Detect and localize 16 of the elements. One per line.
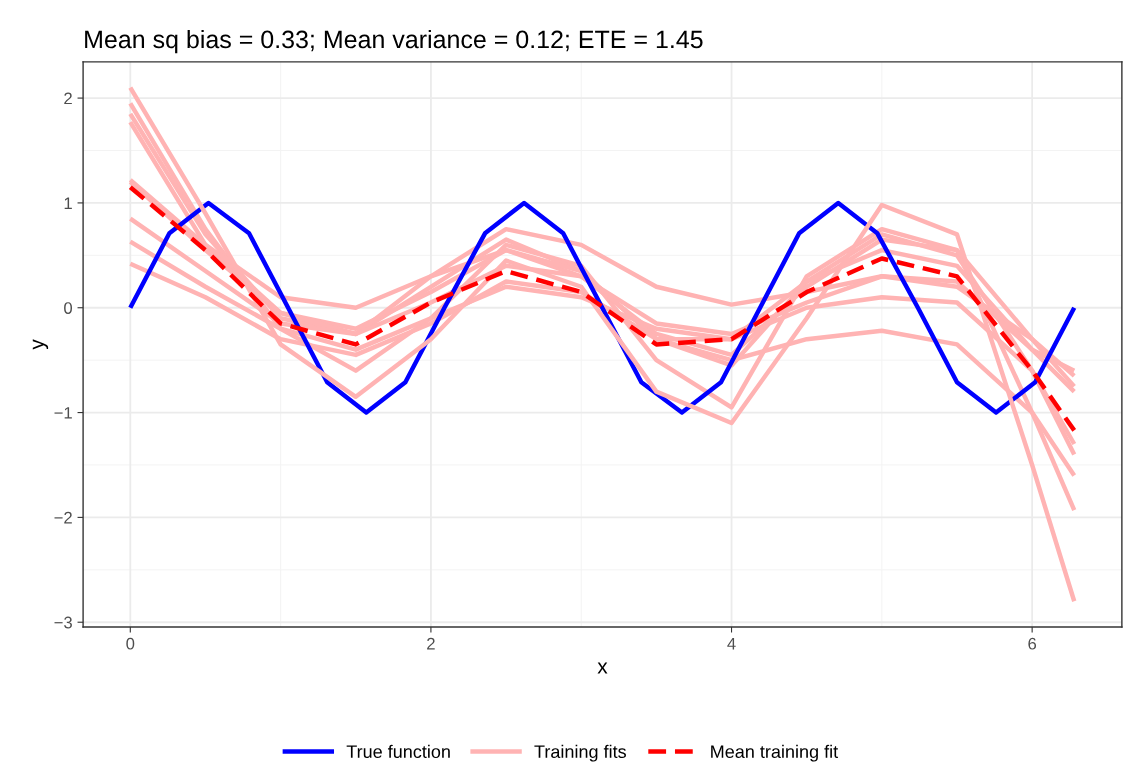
x-tick-label: 0 bbox=[126, 637, 135, 650]
y-axis-title: y bbox=[32, 339, 49, 350]
y-tick-label: −3 bbox=[54, 616, 72, 629]
y-tick-label: 0 bbox=[64, 302, 73, 314]
y-tick-label: 2 bbox=[64, 92, 72, 105]
y-tick-label: 1 bbox=[64, 197, 72, 209]
legend-label: Training fits bbox=[534, 744, 626, 762]
legend-label: Mean training fit bbox=[711, 744, 839, 762]
y-tick-label: −2 bbox=[54, 511, 72, 524]
x-tick-label: 6 bbox=[1028, 637, 1037, 650]
x-tick-label: 2 bbox=[427, 637, 435, 650]
legend-label: True function bbox=[346, 744, 450, 759]
y-tick-label: −1 bbox=[54, 407, 72, 419]
x-tick-label: 4 bbox=[727, 637, 736, 650]
x-axis-title: x bbox=[597, 662, 608, 674]
chart-title: Mean sq bias = 0.33; Mean variance = 0.12; ETE = 1.45 bbox=[85, 29, 703, 54]
